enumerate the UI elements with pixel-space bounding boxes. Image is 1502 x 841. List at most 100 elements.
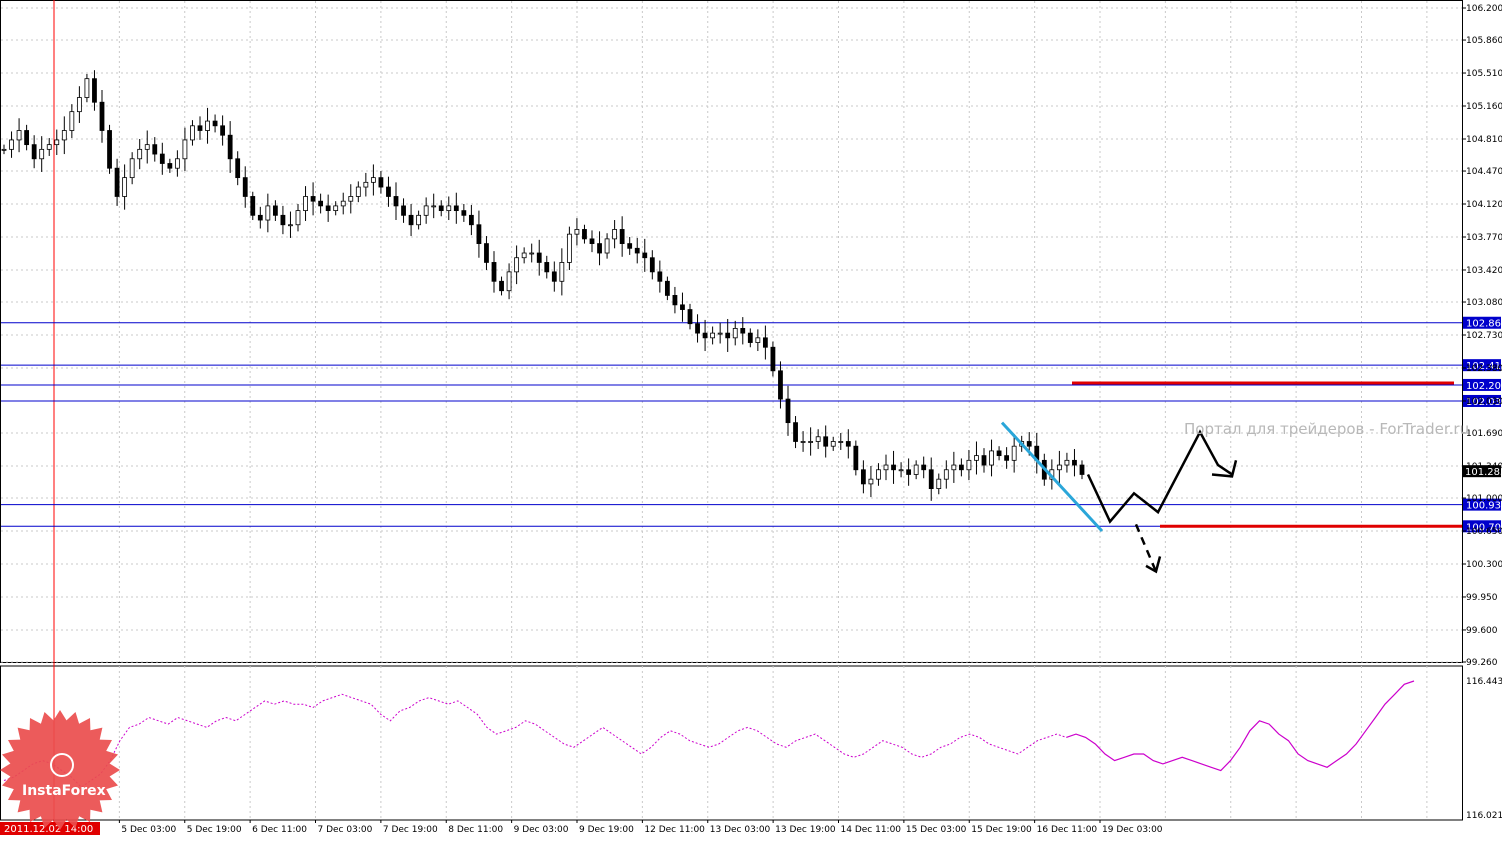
candle-body xyxy=(891,464,896,471)
level-badge xyxy=(1463,498,1501,511)
price-tick-label: 105.160 xyxy=(1466,102,1502,112)
candle-body xyxy=(325,205,331,212)
candle-body xyxy=(951,464,957,471)
candle-body xyxy=(242,177,248,197)
candle-body xyxy=(99,101,105,131)
candle-body xyxy=(928,469,934,490)
candle-body xyxy=(582,229,587,240)
time-tick-label: 5 Dec 03:00 xyxy=(121,825,176,835)
candle-body xyxy=(634,247,640,254)
candle-body xyxy=(152,144,158,155)
candle-body xyxy=(755,337,761,343)
candle-body xyxy=(800,441,806,443)
candle-body xyxy=(303,196,308,212)
price-tick-label: 104.810 xyxy=(1466,135,1502,145)
indicator-line-dashed xyxy=(3,693,1067,788)
candle-body xyxy=(981,455,987,466)
candle-body xyxy=(438,205,444,212)
price-tick-label: 103.770 xyxy=(1466,233,1502,243)
forecast-alt-path xyxy=(1134,523,1158,573)
time-tick-label: 13 Dec 19:00 xyxy=(775,825,836,835)
candle-body xyxy=(898,469,904,472)
time-tick-label: 12 Dec 11:00 xyxy=(644,825,705,835)
time-tick-label: 8 Dec 11:00 xyxy=(448,825,503,835)
candle-body xyxy=(250,196,256,216)
level-badge-label: 102.20 xyxy=(1466,381,1501,392)
candle-body xyxy=(1056,464,1062,471)
candle-body xyxy=(936,478,942,490)
forecast-arrowhead xyxy=(1211,460,1238,478)
price-tick-label: 100.300 xyxy=(1466,560,1502,570)
candle-body xyxy=(913,464,919,475)
candle-body xyxy=(9,139,14,150)
candle-body xyxy=(943,469,949,480)
price-tick-label: 104.120 xyxy=(1466,200,1502,210)
indicator-line xyxy=(1066,680,1415,772)
candle-body xyxy=(1079,464,1085,475)
candle-body xyxy=(740,328,746,334)
logo-star-badge xyxy=(0,710,120,830)
time-tick-label: 6 Dec 11:00 xyxy=(252,825,307,835)
candle-body xyxy=(725,332,731,339)
candle-body xyxy=(333,205,339,212)
price-tick-label: 105.510 xyxy=(1466,69,1502,79)
level-badge-label: 102.03 xyxy=(1466,397,1501,408)
candle-body xyxy=(393,196,399,207)
candle-body xyxy=(272,205,278,216)
candle-body xyxy=(378,177,384,188)
candle-body xyxy=(431,205,437,208)
candle-body xyxy=(461,210,467,216)
indicator-layer xyxy=(3,680,1415,788)
level-layer: 102.86 102.41 102.20 102.03 100.93 100.70 xyxy=(1,316,1501,533)
candle-body xyxy=(627,243,633,249)
candle-body xyxy=(92,78,97,103)
level-badge-label: 100.93 xyxy=(1466,501,1501,512)
candle-body xyxy=(868,478,874,485)
candle-body xyxy=(144,144,150,150)
candle-body xyxy=(416,214,422,226)
candle-body xyxy=(318,200,324,207)
candle-body xyxy=(69,111,75,131)
price-tick-label: 104.470 xyxy=(1466,167,1502,177)
candle-body xyxy=(235,158,241,179)
candle-body xyxy=(197,125,203,131)
candle-body xyxy=(559,262,565,282)
candle-body xyxy=(974,455,979,461)
instaforex-logo: InstaForex xyxy=(0,710,120,830)
candle-body xyxy=(1026,441,1032,447)
candle-body xyxy=(649,257,655,273)
price-tick-label: 106.200 xyxy=(1466,4,1502,14)
candle-body xyxy=(295,210,301,226)
candle-body xyxy=(401,205,406,216)
candle-body xyxy=(174,158,180,169)
candle-body xyxy=(212,120,218,127)
candle-body xyxy=(167,163,173,169)
candle-body xyxy=(845,441,851,447)
time-marker-label: 2011.12.02 14:00 xyxy=(4,824,93,835)
candle-body xyxy=(61,130,67,141)
candle-body xyxy=(996,450,1002,457)
candle-body xyxy=(288,224,293,227)
candle-body xyxy=(129,158,135,179)
candle-body xyxy=(604,238,610,254)
candle-body xyxy=(114,167,120,197)
level-badge xyxy=(1463,394,1501,407)
indicator-tick-label: 116.443 xyxy=(1466,677,1502,687)
price-tick-label: 99.600 xyxy=(1466,626,1498,636)
candle-body xyxy=(612,229,618,240)
candle-body xyxy=(770,346,776,372)
candle-body xyxy=(453,205,459,212)
candle-body xyxy=(423,205,429,216)
price-pane-frame xyxy=(0,0,1463,663)
candle-body xyxy=(544,262,550,273)
current-price-badge xyxy=(1463,465,1501,478)
candle-body xyxy=(280,214,286,226)
candle-body xyxy=(680,304,685,310)
candle-body xyxy=(551,271,557,282)
grid-layer xyxy=(0,0,1463,830)
candle-body xyxy=(815,436,821,442)
current-price-label: 101.285 xyxy=(1465,467,1502,478)
price-tick-label: 100.650 xyxy=(1466,527,1502,537)
candle-body xyxy=(220,125,226,136)
